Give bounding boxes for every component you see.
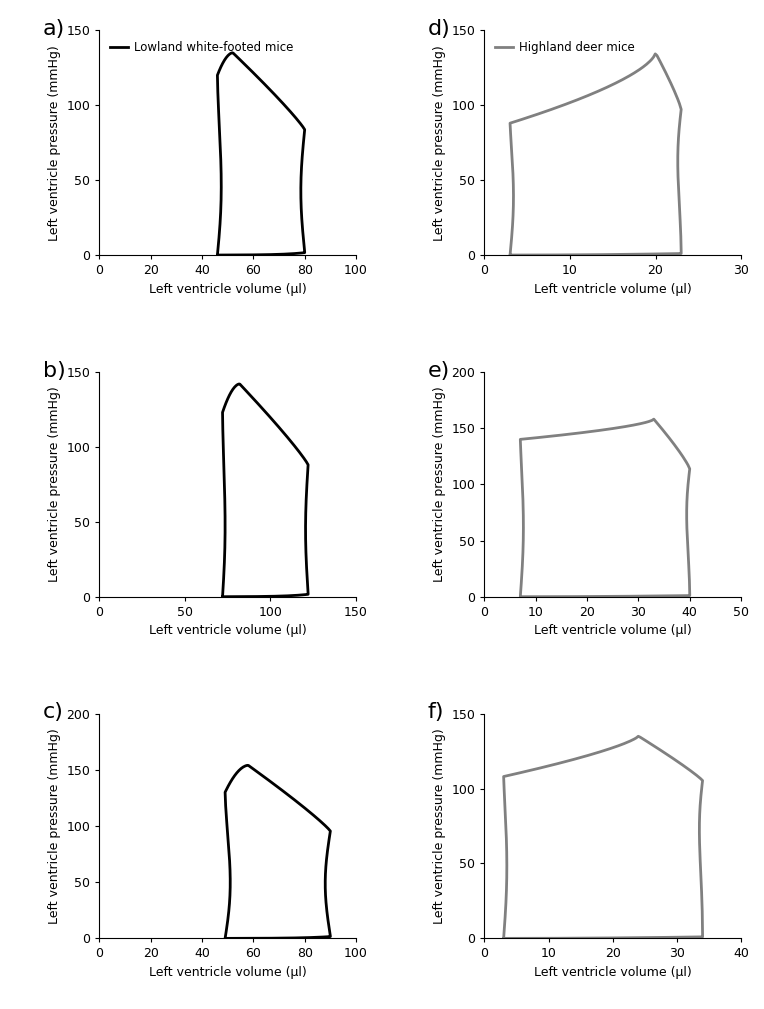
Text: d): d)	[428, 19, 451, 39]
Y-axis label: Left ventricle pressure (mmHg): Left ventricle pressure (mmHg)	[48, 386, 61, 582]
Y-axis label: Left ventricle pressure (mmHg): Left ventricle pressure (mmHg)	[48, 728, 61, 924]
X-axis label: Left ventricle volume (μl): Left ventricle volume (μl)	[534, 283, 691, 296]
Y-axis label: Left ventricle pressure (mmHg): Left ventricle pressure (mmHg)	[433, 386, 446, 582]
Text: a): a)	[43, 19, 65, 39]
X-axis label: Left ventricle volume (μl): Left ventricle volume (μl)	[149, 625, 306, 638]
X-axis label: Left ventricle volume (μl): Left ventricle volume (μl)	[534, 625, 691, 638]
X-axis label: Left ventricle volume (μl): Left ventricle volume (μl)	[149, 966, 306, 979]
Y-axis label: Left ventricle pressure (mmHg): Left ventricle pressure (mmHg)	[48, 44, 61, 240]
Y-axis label: Left ventricle pressure (mmHg): Left ventricle pressure (mmHg)	[433, 728, 446, 924]
Y-axis label: Left ventricle pressure (mmHg): Left ventricle pressure (mmHg)	[433, 44, 446, 240]
Legend: Highland deer mice: Highland deer mice	[490, 36, 639, 59]
Text: e): e)	[428, 360, 450, 380]
Text: c): c)	[43, 702, 63, 722]
Text: f): f)	[428, 702, 445, 722]
X-axis label: Left ventricle volume (μl): Left ventricle volume (μl)	[149, 283, 306, 296]
X-axis label: Left ventricle volume (μl): Left ventricle volume (μl)	[534, 966, 691, 979]
Text: b): b)	[43, 360, 66, 380]
Legend: Lowland white-footed mice: Lowland white-footed mice	[105, 36, 298, 59]
